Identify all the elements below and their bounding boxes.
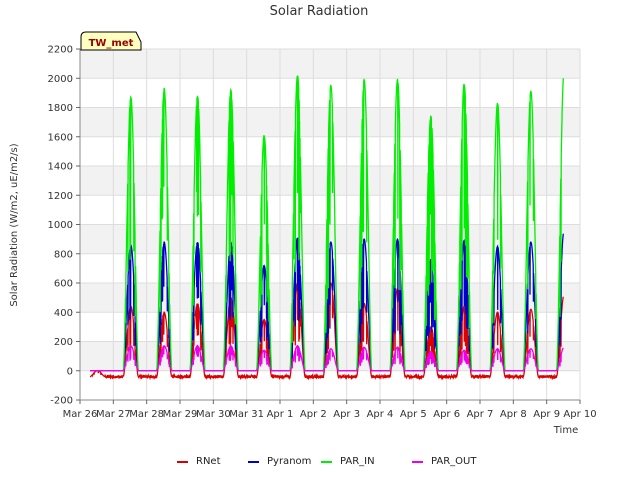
- legend-label: RNet: [196, 456, 221, 467]
- x-tick-label: Apr 9: [533, 409, 560, 420]
- legend-label: Pyranom: [267, 456, 311, 467]
- x-tick-label: Mar 29: [163, 409, 198, 420]
- y-axis-ticks: -200 0 200 400 600 800 1000 1200 1400 1600 1800 200…: [48, 45, 80, 407]
- x-tick-label: Apr 5: [400, 409, 427, 420]
- legend: RNet Pyranom PAR_IN PAR_OUT: [177, 456, 477, 467]
- legend-item-par-out: PAR_OUT: [412, 456, 477, 467]
- y-tick-label: 1200: [48, 191, 73, 202]
- legend-item-rnet: RNet: [177, 456, 221, 467]
- y-tick-label: 400: [54, 308, 73, 319]
- x-tick-label: Apr 3: [333, 409, 360, 420]
- x-tick-label: Mar 28: [129, 409, 164, 420]
- y-tick-label: 0: [67, 366, 73, 377]
- x-tick-label: Apr 6: [433, 409, 460, 420]
- legend-label: PAR_OUT: [431, 456, 477, 467]
- x-tick-label: Apr 8: [500, 409, 527, 420]
- y-axis-title: Solar Radiation (W/m2, uE/m2/s): [9, 143, 20, 306]
- x-tick-label: Apr 1: [267, 409, 294, 420]
- y-tick-label: 2200: [48, 45, 73, 56]
- chart-title: Solar Radiation: [270, 4, 369, 19]
- plot-band: [80, 49, 580, 79]
- series-layer: [89, 75, 564, 381]
- legend-item-par-in: PAR_IN: [321, 456, 375, 467]
- y-tick-label: 200: [54, 337, 73, 348]
- x-tick-label: Apr 4: [367, 409, 394, 420]
- legend-item-pyranom: Pyranom: [248, 456, 311, 467]
- legend-label: PAR_IN: [340, 456, 375, 467]
- y-tick-label: 1000: [48, 220, 73, 231]
- station-label-box: TW_met: [80, 31, 142, 51]
- y-tick-label: 800: [54, 249, 73, 260]
- x-tick-label: Apr 2: [300, 409, 327, 420]
- y-tick-label: 1600: [48, 132, 73, 143]
- x-tick-label: Mar 26: [63, 409, 98, 420]
- x-tick-label: Mar 31: [229, 409, 264, 420]
- y-tick-label: -200: [50, 396, 73, 407]
- y-tick-label: 2000: [48, 74, 73, 85]
- series-line-par-out: [90, 344, 564, 372]
- x-axis-title: Time: [553, 425, 578, 436]
- x-tick-label: Apr 7: [467, 409, 494, 420]
- station-label: TW_met: [89, 38, 134, 49]
- x-tick-label: Apr 10: [563, 409, 596, 420]
- x-tick-label: Mar 30: [196, 409, 231, 420]
- y-tick-label: 600: [54, 279, 73, 290]
- x-tick-label: Mar 27: [96, 409, 131, 420]
- y-tick-label: 1800: [48, 103, 73, 114]
- y-tick-label: 1400: [48, 162, 73, 173]
